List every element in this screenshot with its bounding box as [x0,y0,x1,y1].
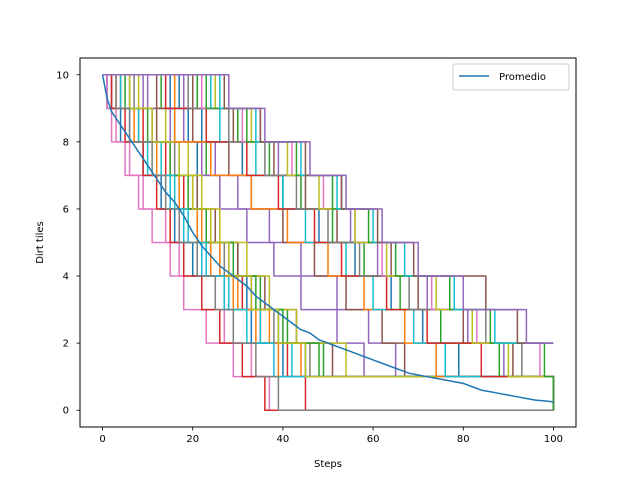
run-line-27 [102,74,554,378]
x-tick-label: 80 [457,434,470,445]
y-tick-label: 6 [63,204,69,215]
legend-label: Promedio [499,72,546,83]
x-tick-label: 60 [367,434,380,445]
run-line-16 [102,74,555,411]
series-layer [102,74,555,411]
y-tick-label: 4 [63,272,69,283]
run-line-30 [102,74,554,378]
run-line-18 [102,74,555,411]
y-tick-label: 0 [63,406,69,417]
y-axis-ticks: 0 2 4 6 8 10 [56,70,80,417]
x-tick-label: 40 [277,434,290,445]
promedio-line [101,74,554,403]
x-tick-label: 100 [544,434,563,445]
x-tick-label: 20 [186,434,199,445]
legend: Promedio [452,63,570,91]
y-axis-label: Dirt tiles [35,221,46,264]
run-line-19 [102,74,554,411]
plot-frame [79,57,577,428]
legend-box [452,63,570,91]
run-line-34 [102,74,554,344]
run-line-20 [102,74,554,411]
run-line-31 [102,74,554,378]
y-tick-label: 10 [56,70,69,81]
y-tick-label: 2 [63,339,69,350]
average-layer [101,74,554,403]
x-axis-label: Steps [314,459,342,470]
y-tick-label: 8 [63,137,69,148]
x-tick-label: 0 [99,434,105,445]
x-axis-ticks: 0 20 40 60 80 100 [99,427,563,445]
run-line-28 [102,74,554,378]
